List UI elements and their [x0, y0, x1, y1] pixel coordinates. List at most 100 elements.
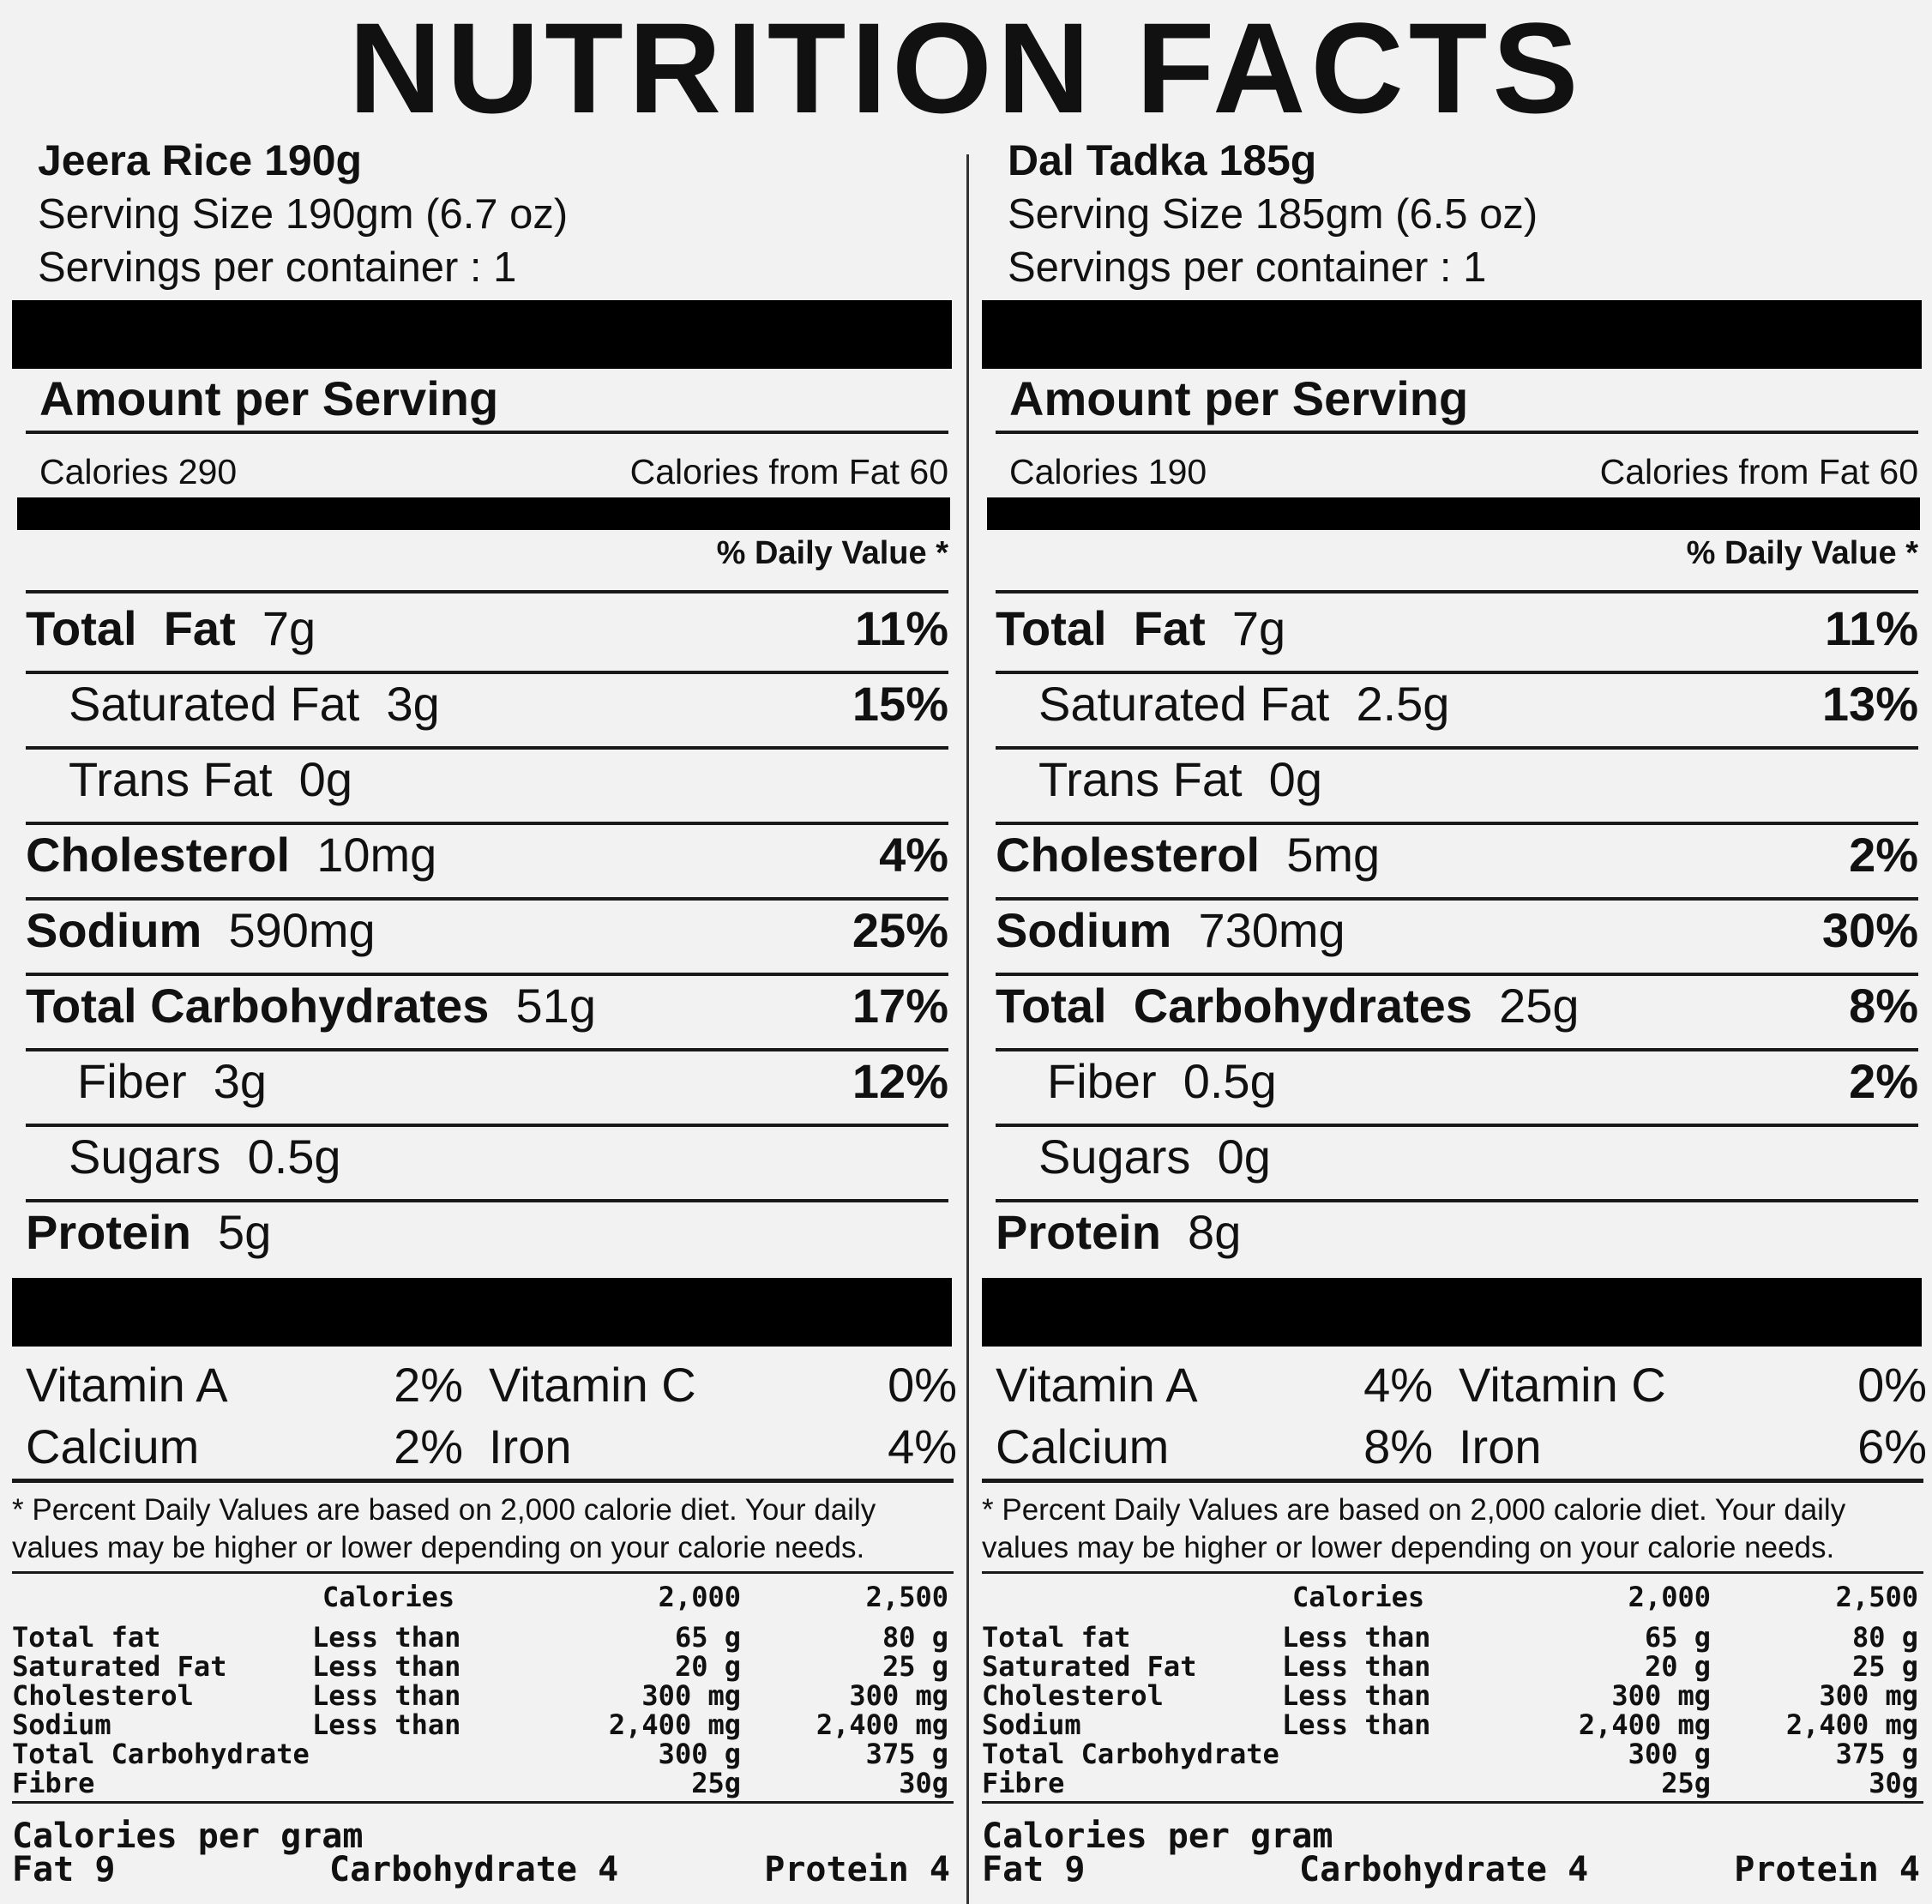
iron-label: Iron [1459, 1419, 1542, 1473]
rule [26, 897, 948, 901]
table-row-2500: 2,400 mg [816, 1708, 948, 1741]
nutrient-row: Fiber 0.5g [1047, 1053, 1277, 1109]
rule [26, 746, 948, 750]
medium-bar [987, 497, 1920, 530]
nutrient-amount: 590mg [228, 903, 376, 957]
nutrient-daily-value: 15% [852, 677, 948, 731]
rule [12, 1801, 954, 1804]
nutrient-name: Saturated Fat [1038, 677, 1330, 731]
table-header-2500: 2,500 [865, 1581, 948, 1613]
nutrient-row: Saturated Fat 2.5g [1038, 676, 1449, 732]
calcium-label: Calcium [26, 1419, 200, 1473]
table-row-2500: 25 g [1851, 1650, 1918, 1683]
nutrient-name: Saturated Fat [69, 677, 360, 731]
table-row-name: Sodium [12, 1708, 111, 1741]
table-row-name: Saturated Fat [982, 1650, 1197, 1683]
nutrient-row: Sugars 0g [1038, 1129, 1271, 1184]
nutrient-daily-value: 2% [1849, 828, 1918, 882]
nutrient-row: Sodium 590mg [26, 902, 376, 958]
calories: Calories 190 [1009, 452, 1207, 491]
rule [996, 822, 1918, 825]
table-row-qualifier: Less than [312, 1650, 461, 1683]
thick-bar [12, 1278, 952, 1347]
rule [26, 671, 948, 674]
daily-value-header: % Daily Value * [1686, 535, 1918, 571]
amount-per-serving: Amount per Serving [1009, 371, 1469, 425]
panel-jeera-rice: Jeera Rice 190g Serving Size 190gm (6.7 … [12, 0, 962, 1904]
nutrient-daily-value: 4% [879, 828, 948, 882]
nutrient-daily-value: 30% [1821, 903, 1918, 957]
table-row-name: Fibre [12, 1767, 95, 1799]
thick-bar [982, 300, 1922, 369]
fat-per-gram: Fat 9 [982, 1850, 1086, 1889]
nutrient-daily-value: 13% [1821, 677, 1918, 731]
amount-per-serving: Amount per Serving [39, 371, 499, 425]
nutrient-amount: 7g [1231, 601, 1286, 655]
vitamin-c-label: Vitamin C [1459, 1358, 1666, 1412]
nutrient-name: Sodium [996, 903, 1172, 957]
serving-size: Serving Size 190gm (6.7 oz) [38, 191, 569, 238]
nutrient-name: Trans Fat [69, 752, 273, 806]
nutrient-name: Protein [26, 1205, 191, 1259]
thick-bar [12, 300, 952, 369]
nutrient-name: Sugars [1038, 1130, 1191, 1184]
nutrient-name: Sodium [26, 903, 202, 957]
table-row-name: Total Carbohydrate [12, 1738, 310, 1770]
table-row-2000: 20 g [674, 1650, 741, 1683]
calcium-pct: 2% [394, 1419, 463, 1473]
table-row-2000: 300 mg [1611, 1679, 1711, 1712]
nutrient-row: Saturated Fat 3g [69, 676, 440, 732]
calories-from-fat: Calories from Fat 60 [1599, 452, 1918, 491]
rule [26, 822, 948, 825]
table-row-2000: 20 g [1644, 1650, 1711, 1683]
calcium-label: Calcium [996, 1419, 1170, 1473]
rule [26, 1048, 948, 1051]
table-row-2000: 300 mg [641, 1679, 741, 1712]
table-row-qualifier: Less than [1282, 1650, 1431, 1683]
table-row-2500: 80 g [1851, 1621, 1918, 1654]
iron-pct: 6% [1857, 1419, 1927, 1473]
product-name: Dal Tadka 185g [1008, 136, 1317, 184]
nutrient-row: Protein 8g [996, 1204, 1241, 1260]
table-row-2000: 25g [1661, 1767, 1711, 1799]
nutrient-row: Total Carbohydrates 51g [26, 978, 596, 1033]
protein-per-gram: Protein 4 [1734, 1850, 1920, 1889]
nutrient-amount: 5mg [1286, 828, 1381, 882]
thick-bar [982, 1278, 1922, 1347]
rule [996, 973, 1918, 976]
nutrient-amount: 51g [515, 979, 596, 1033]
table-row-name: Total fat [982, 1621, 1131, 1654]
nutrient-row: Cholesterol 10mg [26, 827, 436, 883]
nutrient-name: Sugars [69, 1130, 221, 1184]
table-row-name: Saturated Fat [12, 1650, 227, 1683]
table-row-2500: 375 g [865, 1738, 948, 1770]
rule [982, 1571, 1923, 1574]
table-row-2000: 300 g [1628, 1738, 1711, 1770]
rule [996, 897, 1918, 901]
nutrient-amount: 0g [1217, 1130, 1271, 1184]
page-title: NUTRITION FACTS [348, 0, 1584, 140]
nutrient-amount: 7g [262, 601, 316, 655]
nutrient-row: Sugars 0.5g [69, 1129, 341, 1184]
table-row-name: Cholesterol [982, 1679, 1164, 1712]
medium-bar [17, 497, 950, 530]
nutrient-daily-value: 8% [1849, 979, 1918, 1033]
table-row-2500: 300 mg [849, 1679, 948, 1712]
calories-per-gram: Calories per gram [12, 1817, 364, 1856]
fat-per-gram: Fat 9 [12, 1850, 116, 1889]
table-row-2500: 80 g [882, 1621, 948, 1654]
nutrient-row: Cholesterol 5mg [996, 827, 1380, 883]
calories-from-fat: Calories from Fat 60 [629, 452, 948, 491]
servings-per-container: Servings per container : 1 [38, 244, 517, 291]
table-row-qualifier: Less than [312, 1708, 461, 1741]
table-row-name: Fibre [982, 1767, 1065, 1799]
nutrient-row: Trans Fat 0g [1038, 751, 1322, 807]
nutrient-row: Fiber 3g [77, 1053, 267, 1109]
footnote-line-1: * Percent Daily Values are based on 2,00… [982, 1493, 1846, 1527]
nutrient-amount: 0g [1268, 752, 1322, 806]
rule [26, 1124, 948, 1127]
rule [26, 431, 948, 434]
table-header-2000: 2,000 [1628, 1581, 1711, 1613]
rule [26, 973, 948, 976]
table-row-name: Total fat [12, 1621, 161, 1654]
